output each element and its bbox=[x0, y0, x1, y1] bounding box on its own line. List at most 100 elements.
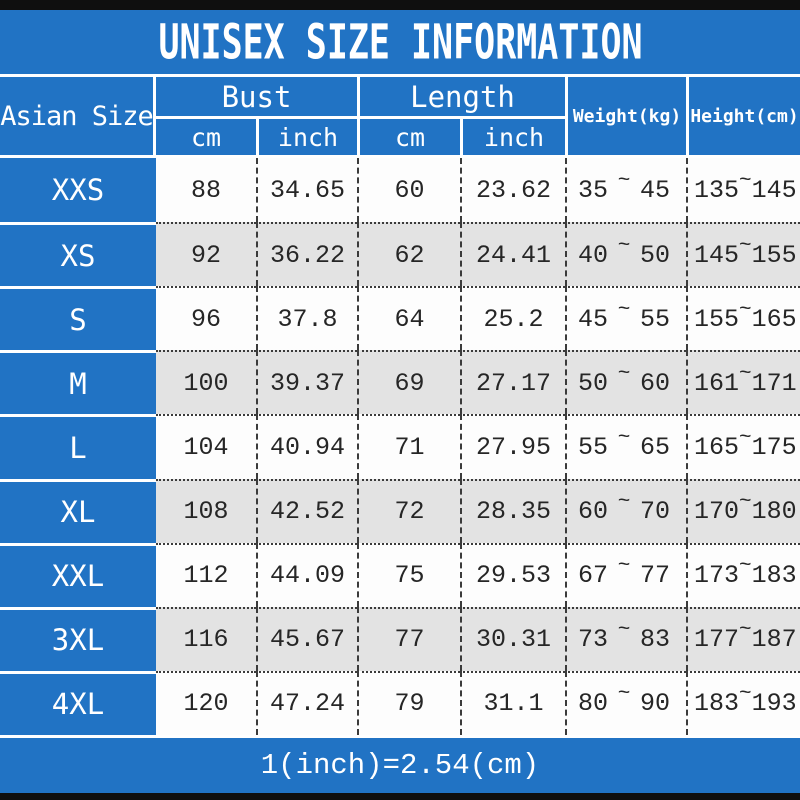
height-max-value: 175 bbox=[751, 432, 797, 462]
length-inch-cell: 30.31 bbox=[460, 606, 565, 671]
length-inch-cell: 25.2 bbox=[460, 286, 565, 351]
height-max-value: 171 bbox=[751, 368, 797, 398]
height-max-value: 183 bbox=[751, 561, 797, 591]
weight-range-cell: 55 ~ 65 bbox=[565, 414, 686, 479]
weight-range-cell: 67 ~ 77 bbox=[565, 542, 686, 607]
weight-min-value: 73 bbox=[578, 625, 609, 655]
weight-range-cell: 35 ~ 45 bbox=[565, 158, 686, 223]
weight-range-cell: 45 ~ 55 bbox=[565, 286, 686, 351]
bust-cm-cell: 112 bbox=[156, 542, 256, 607]
column-header-asian-size: Asian Size bbox=[0, 77, 156, 155]
range-tilde: ~ bbox=[739, 619, 752, 643]
height-max-value: 155 bbox=[751, 240, 797, 270]
table-header: Asian Size Bust Length cm inch cm inch W… bbox=[0, 77, 800, 158]
length-cm-cell: 79 bbox=[357, 670, 460, 735]
weight-min-value: 35 bbox=[578, 175, 609, 205]
size-label-cell: 4XL bbox=[0, 670, 156, 735]
size-label-cell: XS bbox=[0, 222, 156, 287]
length-inch-cell: 27.17 bbox=[460, 350, 565, 415]
length-cm-cell: 69 bbox=[357, 350, 460, 415]
range-tilde: ~ bbox=[617, 683, 631, 707]
height-min-value: 177 bbox=[694, 625, 740, 655]
column-header-length-inch: inch bbox=[460, 119, 565, 155]
height-range-cell: 145 ~ 155 bbox=[686, 222, 800, 287]
table-row: M 100 39.37 69 27.17 50 ~ 60 161 ~ 171 bbox=[0, 350, 800, 415]
size-label-cell: L bbox=[0, 414, 156, 479]
bust-inch-cell: 45.67 bbox=[256, 606, 357, 671]
column-header-bust-inch: inch bbox=[256, 119, 357, 155]
weight-range-cell: 60 ~ 70 bbox=[565, 478, 686, 543]
height-min-value: 165 bbox=[694, 432, 740, 462]
height-max-value: 145 bbox=[751, 175, 797, 205]
height-range-cell: 135 ~ 145 bbox=[686, 158, 800, 223]
weight-min-value: 40 bbox=[578, 240, 609, 270]
height-min-value: 170 bbox=[694, 497, 740, 527]
weight-min-value: 50 bbox=[578, 368, 609, 398]
length-inch-cell: 29.53 bbox=[460, 542, 565, 607]
bust-inch-cell: 44.09 bbox=[256, 542, 357, 607]
range-tilde: ~ bbox=[739, 298, 752, 322]
weight-max-value: 77 bbox=[639, 561, 670, 591]
range-tilde: ~ bbox=[617, 169, 631, 193]
top-border-bar bbox=[0, 0, 800, 10]
range-tilde: ~ bbox=[739, 362, 752, 386]
bust-cm-cell: 92 bbox=[156, 222, 256, 286]
bust-cm-cell: 108 bbox=[156, 478, 256, 543]
range-tilde: ~ bbox=[739, 491, 752, 515]
height-min-value: 161 bbox=[694, 368, 740, 398]
table-row: L 104 40.94 71 27.95 55 ~ 65 165 ~ 175 bbox=[0, 414, 800, 479]
length-cm-cell: 77 bbox=[357, 606, 460, 671]
weight-min-value: 55 bbox=[578, 432, 609, 462]
table-row: XL 108 42.52 72 28.35 60 ~ 70 170 ~ 180 bbox=[0, 478, 800, 543]
height-max-value: 193 bbox=[751, 689, 797, 719]
length-cm-cell: 71 bbox=[357, 414, 460, 479]
height-min-value: 145 bbox=[694, 240, 740, 270]
size-label-cell: XXL bbox=[0, 542, 156, 607]
footer-band: 1(inch)=2.54(cm) bbox=[0, 738, 800, 793]
column-group-bust: Bust bbox=[156, 77, 357, 119]
bust-inch-cell: 34.65 bbox=[256, 158, 357, 223]
height-max-value: 165 bbox=[751, 304, 797, 334]
weight-max-value: 90 bbox=[639, 689, 670, 719]
size-label-cell: 3XL bbox=[0, 606, 156, 671]
bust-inch-cell: 39.37 bbox=[256, 350, 357, 415]
length-cm-cell: 62 bbox=[357, 222, 460, 287]
column-header-length-cm: cm bbox=[357, 119, 460, 155]
weight-max-value: 60 bbox=[639, 368, 670, 398]
length-inch-cell: 27.95 bbox=[460, 414, 565, 479]
height-range-cell: 170 ~ 180 bbox=[686, 478, 800, 543]
range-tilde: ~ bbox=[739, 683, 752, 707]
table-row: XXL 112 44.09 75 29.53 67 ~ 77 173 ~ 183 bbox=[0, 542, 800, 607]
bust-inch-cell: 40.94 bbox=[256, 414, 357, 479]
height-min-value: 183 bbox=[694, 689, 740, 719]
weight-min-value: 60 bbox=[578, 497, 609, 527]
length-cm-cell: 64 bbox=[357, 286, 460, 351]
bust-cm-cell: 120 bbox=[156, 670, 256, 735]
weight-range-cell: 73 ~ 83 bbox=[565, 606, 686, 671]
length-inch-cell: 28.35 bbox=[460, 478, 565, 543]
length-cm-cell: 75 bbox=[357, 542, 460, 607]
bust-inch-cell: 47.24 bbox=[256, 670, 357, 735]
range-tilde: ~ bbox=[617, 619, 631, 643]
range-tilde: ~ bbox=[739, 555, 752, 579]
range-tilde: ~ bbox=[739, 169, 752, 193]
height-max-value: 187 bbox=[751, 625, 797, 655]
range-tilde: ~ bbox=[617, 555, 631, 579]
size-label-cell: XXS bbox=[0, 158, 156, 223]
bust-cm-cell: 96 bbox=[156, 286, 256, 350]
height-range-cell: 183 ~ 193 bbox=[686, 670, 800, 735]
weight-range-cell: 50 ~ 60 bbox=[565, 350, 686, 415]
bust-cm-cell: 104 bbox=[156, 414, 256, 478]
weight-max-value: 55 bbox=[639, 304, 670, 334]
height-range-cell: 155 ~ 165 bbox=[686, 286, 800, 351]
height-range-cell: 173 ~ 183 bbox=[686, 542, 800, 607]
bust-inch-cell: 42.52 bbox=[256, 478, 357, 543]
range-tilde: ~ bbox=[617, 298, 631, 322]
height-range-cell: 165 ~ 175 bbox=[686, 414, 800, 479]
table-row: 3XL 116 45.67 77 30.31 73 ~ 83 177 ~ 187 bbox=[0, 606, 800, 671]
height-min-value: 135 bbox=[694, 175, 740, 205]
table-row: XS 92 36.22 62 24.41 40 ~ 50 145 ~ 155 bbox=[0, 222, 800, 287]
length-inch-cell: 24.41 bbox=[460, 222, 565, 287]
table-body: XXS 88 34.65 60 23.62 35 ~ 45 135 ~ 145 … bbox=[0, 158, 800, 738]
